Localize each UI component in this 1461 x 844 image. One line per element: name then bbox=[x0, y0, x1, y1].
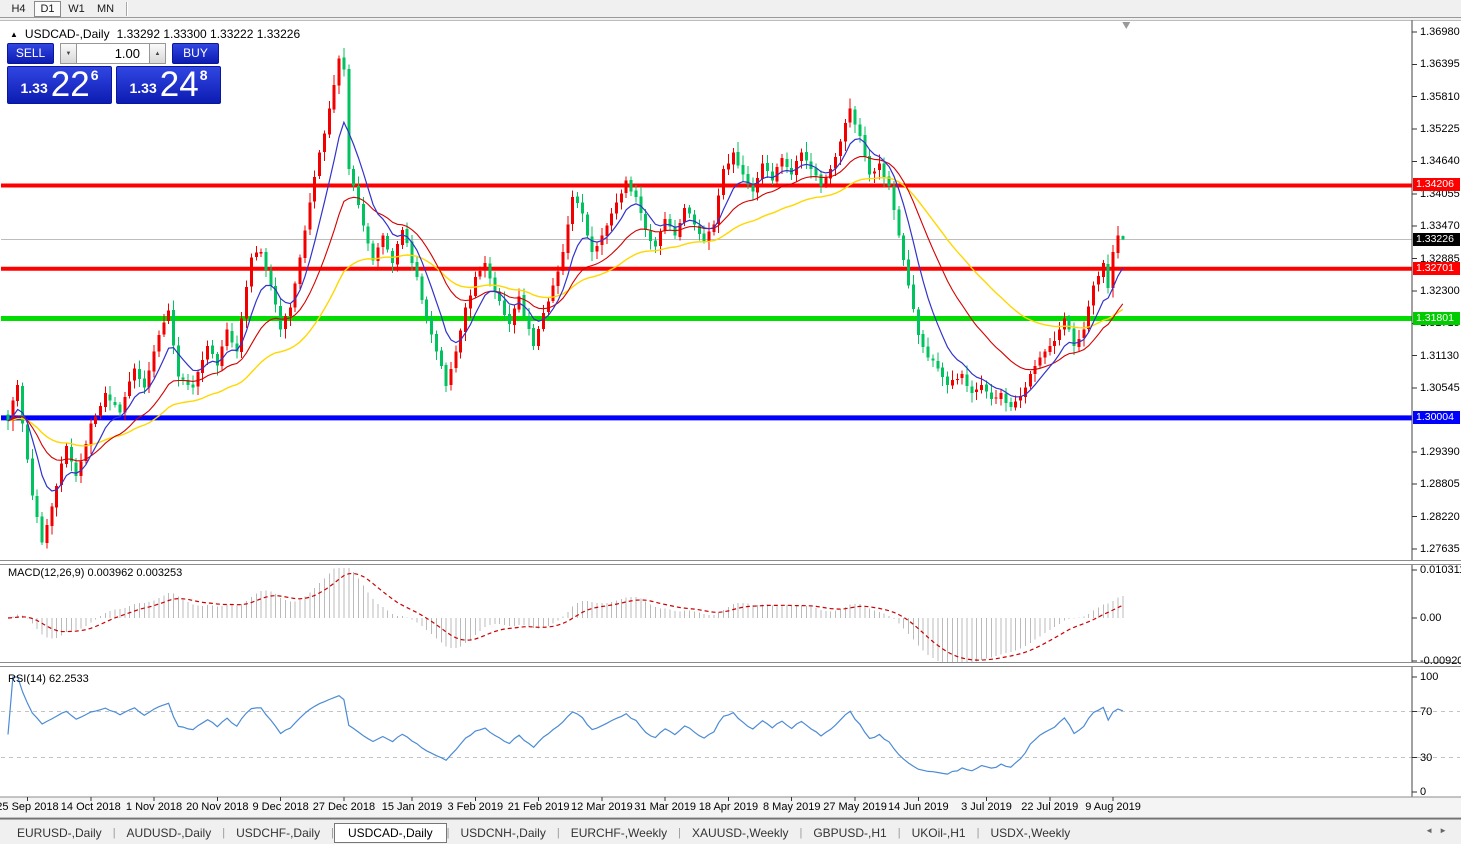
axis-ticks bbox=[26, 31, 1417, 801]
tab-separator: | bbox=[556, 826, 560, 839]
tab-separator: | bbox=[799, 826, 803, 839]
timeframe-button-d1[interactable]: D1 bbox=[34, 0, 61, 17]
tab-ukoil-h1[interactable]: UKOil-,H1 bbox=[911, 825, 966, 840]
tab-xauusd-weekly[interactable]: XAUUSD-,Weekly bbox=[692, 825, 789, 840]
ma-slow-line bbox=[7, 177, 1124, 447]
one-click-trade-panel: SELL ▼ 1.00 ▲ BUY 1.33 22 6 1.33 24 8 bbox=[7, 43, 221, 104]
macd-signal-line bbox=[7, 572, 1124, 661]
timeframe-button-mn[interactable]: MN bbox=[96, 2, 115, 15]
tab-scroll-left-icon[interactable]: ◄ bbox=[1425, 826, 1440, 835]
timeframe-button-w1[interactable]: W1 bbox=[68, 2, 85, 15]
sell-price-big: 22 bbox=[50, 65, 90, 104]
tab-eurusd-daily[interactable]: EURUSD-,Daily bbox=[17, 825, 102, 840]
toolbar-separator bbox=[126, 1, 128, 16]
chart-tab-bar: EURUSD-,Daily | AUDUSD-,Daily | USDCHF-,Dail… bbox=[0, 821, 1461, 844]
volume-decrease-button[interactable]: ▼ bbox=[60, 43, 77, 64]
candlestick-series[interactable] bbox=[6, 47, 1125, 549]
buy-button[interactable]: BUY bbox=[172, 43, 219, 64]
tab-usdchf-daily[interactable]: USDCHF-,Daily bbox=[236, 825, 321, 840]
timeframe-toolbar: H4 D1 W1 MN bbox=[0, 0, 1461, 18]
timeframe-buttons: H4 D1 W1 MN bbox=[5, 0, 121, 17]
chart-tabs: EURUSD-,Daily | AUDUSD-,Daily | USDCHF-,Dail… bbox=[6, 822, 1081, 843]
chart-title: ▲ USDCAD-,Daily 1.33292 1.33300 1.33222 … bbox=[10, 27, 300, 41]
macd-indicator-label: MACD(12,26,9) 0.003962 0.003253 bbox=[8, 567, 183, 579]
chart-ohlc-values: 1.33292 1.33300 1.33222 1.33226 bbox=[116, 27, 301, 41]
sell-price-box[interactable]: 1.33 22 6 bbox=[7, 66, 112, 104]
buy-price-prefix: 1.33 bbox=[129, 80, 157, 96]
tab-separator: | bbox=[678, 826, 682, 839]
macd-histogram bbox=[12, 568, 1124, 663]
buy-price-big: 24 bbox=[159, 65, 199, 104]
tab-gbpusd-h1[interactable]: GBPUSD-,H1 bbox=[813, 825, 887, 840]
sell-price-pip: 6 bbox=[90, 67, 99, 83]
ma-fast-line bbox=[7, 120, 1124, 492]
buy-price-box[interactable]: 1.33 24 8 bbox=[116, 66, 221, 104]
sell-button[interactable]: SELL bbox=[7, 43, 54, 64]
tab-audusd-daily[interactable]: AUDUSD-,Daily bbox=[126, 825, 212, 840]
chart-shift-marker[interactable] bbox=[1122, 22, 1131, 29]
volume-increase-button[interactable]: ▲ bbox=[149, 43, 166, 64]
timeframe-button-h4[interactable]: H4 bbox=[11, 2, 26, 15]
rsi-line bbox=[7, 676, 1124, 775]
tab-eurchf-weekly[interactable]: EURCHF-,Weekly bbox=[570, 825, 668, 840]
tab-usdx-weekly[interactable]: USDX-,Weekly bbox=[990, 825, 1071, 840]
tab-separator: | bbox=[897, 826, 901, 839]
collapse-arrow-icon[interactable]: ▲ bbox=[10, 29, 18, 39]
tab-usdcnh-daily[interactable]: USDCNH-,Daily bbox=[460, 825, 546, 840]
horizontal-level-lines[interactable] bbox=[1, 183, 1412, 421]
chart-canvas[interactable] bbox=[0, 20, 1461, 844]
tab-usdcad-daily[interactable]: USDCAD-,Daily bbox=[333, 822, 447, 843]
tab-separator: | bbox=[222, 826, 226, 839]
volume-spinner: ▼ 1.00 ▲ bbox=[60, 43, 166, 64]
chart-window: ▲ USDCAD-,Daily 1.33292 1.33300 1.33222 … bbox=[0, 20, 1461, 820]
buy-price-pip: 8 bbox=[199, 67, 208, 83]
volume-input[interactable]: 1.00 bbox=[77, 43, 149, 64]
sell-price-prefix: 1.33 bbox=[20, 80, 48, 96]
tab-separator: | bbox=[112, 826, 116, 839]
tab-scroll-arrows[interactable]: ◄► bbox=[1425, 826, 1453, 835]
tab-separator: | bbox=[446, 826, 450, 839]
tab-scroll-right-icon[interactable]: ► bbox=[1439, 826, 1453, 835]
tab-separator: | bbox=[331, 826, 334, 839]
tab-separator: | bbox=[976, 826, 980, 839]
ma-medium-line bbox=[7, 155, 1124, 462]
rsi-indicator-label: RSI(14) 62.2533 bbox=[8, 673, 89, 685]
chart-symbol-label: USDCAD-,Daily bbox=[24, 27, 110, 41]
